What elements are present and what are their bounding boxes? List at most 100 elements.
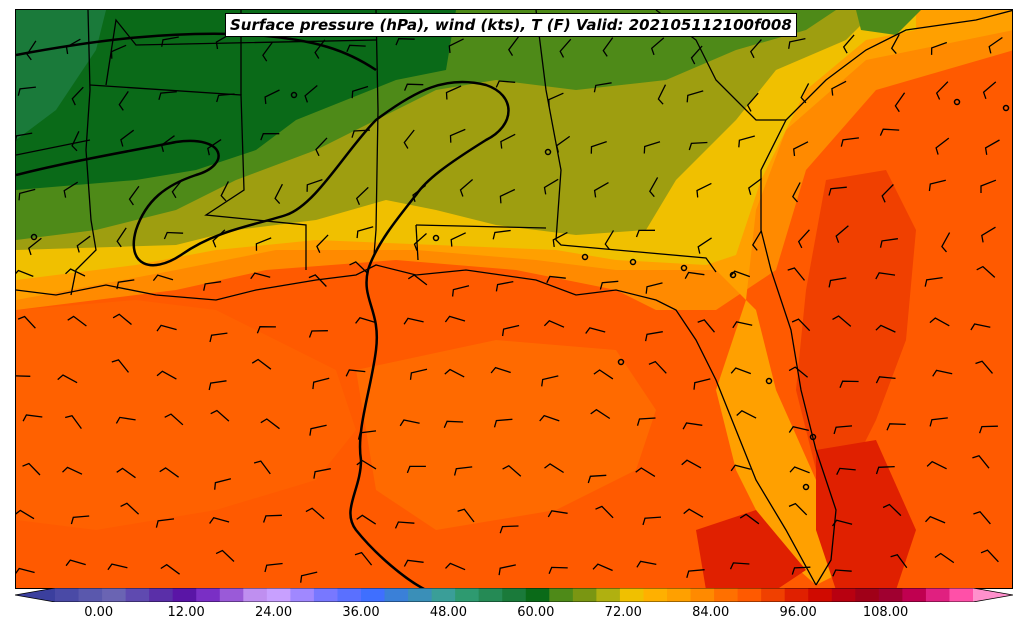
- wind-barb: [16, 269, 34, 278]
- wind-barb: [941, 232, 951, 253]
- wind-barb: [65, 414, 82, 429]
- wind-barb: [351, 85, 369, 99]
- wind-barb: [729, 270, 751, 278]
- colorbar-segment: [243, 588, 268, 602]
- wind-barb: [833, 425, 853, 435]
- colorbar-segment: [572, 588, 597, 602]
- colorbar-segment: [619, 588, 645, 602]
- wind-barb: [67, 315, 87, 327]
- wind-barb: [404, 83, 424, 91]
- colorbar-segment: [313, 588, 339, 602]
- wind-barb: [738, 135, 755, 148]
- wind-barb: [215, 549, 235, 562]
- wind-barb: [448, 38, 464, 54]
- wind-barb: [543, 178, 559, 195]
- wind-barb: [648, 360, 667, 374]
- wind-barb: [163, 231, 184, 240]
- wind-barb: [407, 274, 428, 286]
- wind-barb: [457, 508, 475, 523]
- wind-barb: [635, 467, 656, 477]
- wind-barb: [156, 324, 177, 332]
- wind-barb: [975, 360, 993, 374]
- wind-barb: [493, 418, 513, 428]
- wind-barb: [797, 229, 810, 249]
- wind-barb: [250, 272, 271, 280]
- wind-barb: [828, 186, 847, 196]
- colorbar-tick-label: 0.00: [84, 605, 114, 620]
- colorbar-segment: [831, 588, 856, 602]
- wind-barb: [112, 313, 132, 326]
- colorbar-segment: [55, 588, 80, 602]
- wind-barb: [444, 368, 465, 378]
- wind-barb: [274, 183, 283, 205]
- colorbar-extend-high: [973, 588, 1013, 602]
- colorbar-segment: [784, 588, 809, 602]
- temperature-colorbar: [15, 588, 1013, 602]
- wind-barb: [490, 366, 511, 374]
- wind-barb: [547, 510, 568, 518]
- wind-barb: [730, 367, 752, 375]
- wind-barb: [552, 231, 568, 247]
- wind-barb: [980, 549, 999, 563]
- wind-barb: [16, 567, 35, 575]
- wind-barb: [875, 465, 895, 475]
- wind-barb: [890, 33, 900, 55]
- wind-barb: [445, 85, 462, 100]
- wind-barb: [160, 135, 175, 152]
- wind-barb: [729, 562, 750, 570]
- wind-barb: [604, 230, 615, 251]
- wind-barb: [346, 44, 366, 53]
- wind-barb: [875, 376, 896, 384]
- wind-barb: [635, 229, 656, 238]
- wind-barb: [800, 83, 810, 104]
- wind-barb: [313, 468, 331, 479]
- colorbar-tick-label: 108.00: [862, 605, 909, 620]
- wind-barb: [585, 327, 606, 334]
- wind-barb: [499, 525, 519, 534]
- wind-barb: [559, 38, 572, 58]
- wind-barb: [928, 179, 946, 192]
- wind-barb: [681, 459, 702, 469]
- wind-barb: [260, 418, 280, 430]
- wind-barb: [929, 417, 948, 427]
- wind-barb: [555, 135, 571, 153]
- colorbar-segment: [478, 588, 503, 602]
- wind-barb: [214, 478, 232, 490]
- wind-barb: [792, 182, 801, 203]
- wind-barb: [926, 460, 947, 470]
- wind-barb: [688, 141, 708, 151]
- colorbar-segment: [455, 588, 480, 602]
- wind-barb: [444, 315, 466, 323]
- wind-barb: [156, 370, 177, 380]
- wind-barb: [840, 137, 859, 147]
- wind-barb: [116, 279, 135, 290]
- wind-barb: [115, 416, 136, 424]
- colorbar-tick-label: 48.00: [429, 605, 468, 620]
- wind-barb: [111, 359, 130, 373]
- wind-barb: [791, 566, 811, 575]
- wind-barb: [839, 380, 859, 388]
- colorbar-segment: [525, 588, 550, 602]
- wind-barb: [209, 517, 230, 524]
- wind-barb: [158, 91, 177, 100]
- wind-barb: [548, 566, 568, 575]
- wind-barb: [251, 358, 272, 370]
- wind-barb: [395, 38, 415, 46]
- wind-barb: [882, 503, 902, 517]
- colorbar-segment: [690, 588, 715, 602]
- wind-barb: [599, 280, 619, 290]
- colorbar-tick-label: 60.00: [517, 605, 555, 620]
- wind-barb: [308, 274, 327, 287]
- wind-barb: [981, 226, 996, 243]
- wind-barb: [120, 129, 135, 147]
- wind-barb: [636, 417, 656, 426]
- wind-barb: [155, 518, 175, 528]
- wind-barb: [544, 463, 564, 474]
- wind-barb: [76, 235, 91, 253]
- colorbar-segment: [384, 588, 409, 602]
- wind-barb: [696, 182, 712, 198]
- wind-barb: [161, 36, 179, 47]
- colorbar-segment: [667, 588, 692, 602]
- wind-barb: [546, 275, 566, 284]
- wind-barb: [592, 563, 613, 572]
